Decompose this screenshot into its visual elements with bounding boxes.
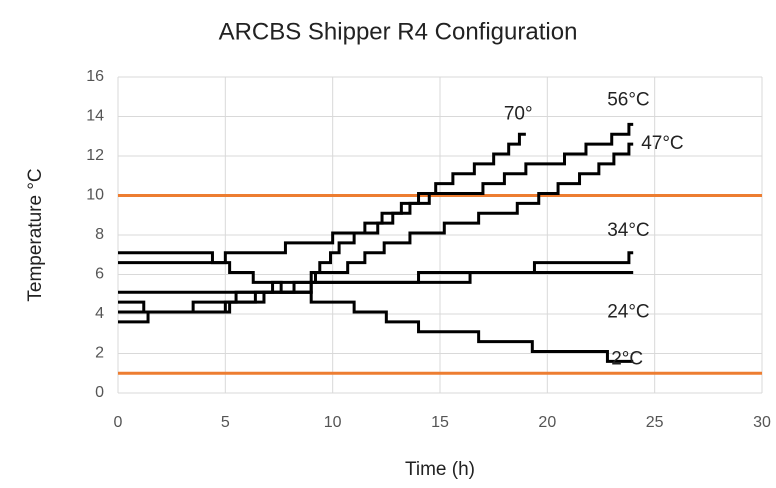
series-line: [118, 132, 526, 265]
y-tick-label: 8: [95, 226, 104, 243]
y-tick-label: 14: [86, 108, 104, 125]
y-axis-title: Temperature °C: [25, 168, 46, 301]
x-tick-label: 10: [324, 414, 342, 431]
series-label: 47°C: [641, 133, 683, 154]
x-axis-title: Time (h): [405, 459, 475, 480]
y-tick-label: 0: [95, 384, 104, 401]
x-tick-label: 30: [753, 414, 771, 431]
series-label: 2°C: [611, 348, 643, 369]
x-tick-label: 5: [221, 414, 230, 431]
chart-title: ARCBS Shipper R4 Configuration: [219, 18, 578, 45]
y-tick-label: 4: [95, 305, 104, 322]
series-line: [118, 142, 634, 314]
x-tick-label: 0: [114, 414, 123, 431]
series-line: [118, 122, 634, 294]
series-label: 70°: [504, 103, 533, 124]
y-tick-label: 6: [95, 266, 104, 283]
series-label: 24°C: [607, 302, 649, 323]
y-tick-label: 12: [86, 147, 104, 164]
series-label: 34°C: [607, 220, 649, 241]
series-line: [118, 290, 634, 363]
y-tick-label: 2: [95, 345, 104, 362]
x-tick-label: 15: [431, 414, 449, 431]
series-label: 56°C: [607, 89, 649, 110]
x-tick-label: 20: [538, 414, 556, 431]
y-tick-label: 10: [86, 187, 104, 204]
y-tick-label: 16: [86, 68, 104, 85]
x-tick-label: 25: [646, 414, 664, 431]
